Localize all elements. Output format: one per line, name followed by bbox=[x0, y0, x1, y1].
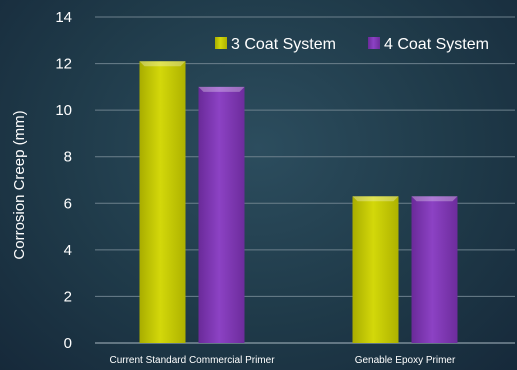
bar-bevel bbox=[198, 86, 245, 92]
legend-swatch bbox=[368, 37, 380, 49]
bar-bevel bbox=[411, 196, 458, 202]
y-tick-label: 12 bbox=[55, 56, 72, 73]
bar-three-coat-1 bbox=[139, 61, 186, 343]
bar-bevel bbox=[352, 196, 399, 202]
bar-four-coat-2 bbox=[411, 196, 458, 343]
y-tick-label: 6 bbox=[64, 195, 72, 212]
bar-bevel bbox=[139, 61, 186, 67]
bar-four-coat-1 bbox=[198, 86, 245, 343]
legend-entry: 3 Coat System bbox=[231, 36, 336, 53]
legend: 3 Coat System 4 Coat System bbox=[215, 36, 489, 53]
y-tick-label: 4 bbox=[64, 242, 72, 259]
legend-entry: 4 Coat System bbox=[384, 36, 489, 53]
bar-three-coat-2 bbox=[352, 196, 399, 343]
y-axis-label: Corrosion Creep (mm) bbox=[11, 110, 28, 259]
y-tick-label: 8 bbox=[64, 149, 72, 166]
legend-swatch bbox=[215, 37, 227, 49]
y-tick-label: 10 bbox=[55, 102, 72, 119]
category-label: Current Standard Commercial Primer bbox=[109, 355, 275, 366]
y-tick-label: 14 bbox=[55, 9, 72, 26]
category-label: Genable Epoxy Primer bbox=[355, 355, 456, 366]
y-tick-label: 2 bbox=[64, 288, 72, 305]
bars bbox=[139, 61, 458, 343]
category-labels: Current Standard Commercial Primer Genabl… bbox=[109, 355, 455, 366]
y-axis-ticks: 0 2 4 6 8 10 12 14 bbox=[55, 9, 72, 352]
y-tick-label: 0 bbox=[64, 335, 72, 352]
